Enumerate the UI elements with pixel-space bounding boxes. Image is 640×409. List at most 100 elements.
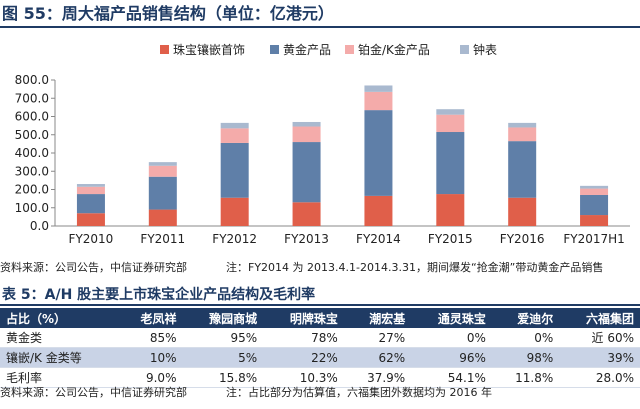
bar-segment-fy2011-2 — [148, 165, 177, 177]
bar-segment-fy2013-2 — [292, 126, 321, 143]
chart-svg: 0.0 100.0 200.0 300.0 400.0 500.0 600.0 700.0 80… — [15, 73, 630, 246]
chart-source-line: 资料来源：公司公告，中信证券研究部 注：FY2014 为 2013.4.1-20… — [0, 260, 640, 276]
legend-swatch — [270, 45, 279, 54]
bar-segment-fy2016-1 — [508, 141, 537, 198]
chart-note: 注：FY2014 为 2013.4.1-2014.3.31，期间爆发“抢金潮”带… — [226, 261, 604, 274]
legend-label: 铂金/K金产品 — [358, 43, 430, 57]
bar-segment-fy2016-3 — [508, 122, 537, 128]
table-cell: 近 60% — [559, 328, 640, 348]
y-tick-label: 100.0 — [15, 201, 49, 215]
table-header-cell: 通灵珠宝 — [411, 308, 492, 328]
y-tick-label: 200.0 — [15, 183, 49, 197]
table-cell: 37.9% — [343, 367, 412, 388]
x-tick-label: FY2011 — [140, 232, 185, 246]
bar-segment-fy2013-0 — [292, 202, 321, 226]
figure-title: 图 55：周大福产品销售结构（单位：亿港元） — [0, 0, 640, 28]
table-cell: 98% — [491, 347, 560, 368]
bar-segment-fy2017h1-2 — [580, 188, 609, 195]
table-cell: 10.3% — [263, 367, 344, 388]
table-cell: 镶嵌/K 金类等 — [0, 347, 118, 368]
bar-segment-fy2011-0 — [148, 209, 177, 226]
legend-swatch — [460, 45, 469, 54]
table-cell: 28.0% — [559, 367, 640, 388]
bar-segment-fy2017h1-1 — [580, 194, 609, 216]
bar-segment-fy2014-2 — [364, 91, 393, 111]
x-tick-label: FY2010 — [69, 232, 114, 246]
table-cell: 0% — [411, 328, 492, 348]
bar-segment-fy2013-3 — [292, 121, 321, 127]
table-cell: 15.8% — [182, 367, 264, 388]
bar-segment-fy2010-2 — [76, 186, 105, 195]
table-title: 表 5：A/H 股主要上市珠宝企业产品结构及毛利率 — [0, 284, 640, 306]
bar-segment-fy2015-0 — [436, 194, 465, 226]
table-cell: 54.1% — [411, 367, 492, 388]
table-header-cell: 爱迪尔 — [491, 308, 560, 328]
table-row: 毛利率 9.0% 15.8% 10.3% 37.9% 54.1% 11.8% 28.0% — [0, 367, 640, 388]
table-cell: 毛利率 — [0, 367, 118, 388]
y-tick-label: 800.0 — [15, 73, 49, 87]
table-header-cell: 老凤祥 — [117, 308, 183, 328]
legend-item: 珠宝镶嵌首饰 — [160, 42, 245, 58]
table-cell: 9.0% — [117, 367, 183, 388]
table-cell: 黄金类 — [0, 328, 118, 348]
table-cell: 22% — [263, 347, 344, 368]
table-cell: 5% — [182, 347, 264, 368]
x-tick-label: FY2015 — [428, 232, 473, 246]
legend-label: 钟表 — [473, 43, 498, 57]
table-header-row: 占比（%） 老凤祥 豫园商城 明牌珠宝 潮宏基 通灵珠宝 爱迪尔 六福集团 — [0, 308, 640, 328]
y-tick-label: 500.0 — [15, 128, 49, 142]
y-tick-label: 700.0 — [15, 91, 49, 105]
bar-segment-fy2016-0 — [508, 197, 537, 226]
bar-segment-fy2014-1 — [364, 110, 393, 196]
table-note: 注：占比部分为估算值，六福集团外数据均为 2016 年 — [226, 386, 492, 399]
bar-segment-fy2016-2 — [508, 127, 537, 142]
table-cell: 78% — [263, 328, 344, 348]
y-tick-label: 600.0 — [15, 110, 49, 124]
table-header-cell: 豫园商城 — [182, 308, 264, 328]
legend-label: 珠宝镶嵌首饰 — [173, 43, 246, 57]
bar-segment-fy2012-0 — [220, 197, 249, 226]
table-cell: 85% — [117, 328, 183, 348]
y-tick-label: 300.0 — [15, 164, 49, 178]
legend-label: 黄金产品 — [283, 43, 332, 57]
table-row: 镶嵌/K 金类等 10% 5% 22% 62% 96% 98% 39% — [0, 347, 640, 368]
bar-segment-fy2010-1 — [76, 194, 105, 214]
bar-segment-fy2013-1 — [292, 142, 321, 203]
table-cell: 10% — [117, 347, 183, 368]
bar-segment-fy2012-2 — [220, 128, 249, 143]
bar-segment-fy2014-3 — [364, 85, 393, 92]
table-header-cell: 占比（%） — [0, 308, 118, 328]
bar-segment-fy2011-1 — [148, 176, 177, 210]
bar-segment-fy2011-3 — [148, 162, 177, 166]
x-tick-label: FY2017H1 — [563, 232, 624, 246]
x-tick-label: FY2014 — [356, 232, 401, 246]
table-header-cell: 潮宏基 — [343, 308, 412, 328]
table-cell: 39% — [559, 347, 640, 368]
bar-segment-fy2015-1 — [436, 132, 465, 195]
table-row: 黄金类 85% 95% 78% 27% 0% 0% 近 60% — [0, 328, 640, 348]
bar-segment-fy2015-3 — [436, 109, 465, 115]
x-tick-label: FY2013 — [284, 232, 329, 246]
legend-item: 钟表 — [460, 42, 497, 58]
y-tick-label: 0.0 — [30, 219, 49, 233]
table-cell: 95% — [182, 328, 264, 348]
x-tick-label: FY2012 — [212, 232, 257, 246]
table-cell: 27% — [343, 328, 412, 348]
bar-segment-fy2010-0 — [76, 213, 105, 226]
table-cell: 11.8% — [491, 367, 560, 388]
table-cell: 96% — [411, 347, 492, 368]
stacked-bar-chart: 0.0 100.0 200.0 300.0 400.0 500.0 600.0 700.0 80… — [0, 30, 640, 246]
legend-swatch — [345, 45, 354, 54]
chart-source: 资料来源：公司公告，中信证券研究部 — [0, 261, 187, 274]
table-cell: 62% — [343, 347, 412, 368]
product-structure-table: 占比（%） 老凤祥 豫园商城 明牌珠宝 潮宏基 通灵珠宝 爱迪尔 六福集团 黄金类 85% 95%… — [0, 308, 640, 388]
bar-segment-fy2015-2 — [436, 114, 465, 133]
table-source: 资料来源：公司公告，中信证券研究部 — [0, 386, 187, 399]
legend-swatch — [160, 45, 169, 54]
legend-item: 铂金/K金产品 — [345, 42, 430, 58]
y-tick-label: 400.0 — [15, 146, 49, 160]
table-cell: 0% — [491, 328, 560, 348]
bar-segment-fy2014-0 — [364, 195, 393, 226]
bar-segment-fy2017h1-0 — [580, 215, 609, 226]
x-tick-label: FY2016 — [500, 232, 545, 246]
